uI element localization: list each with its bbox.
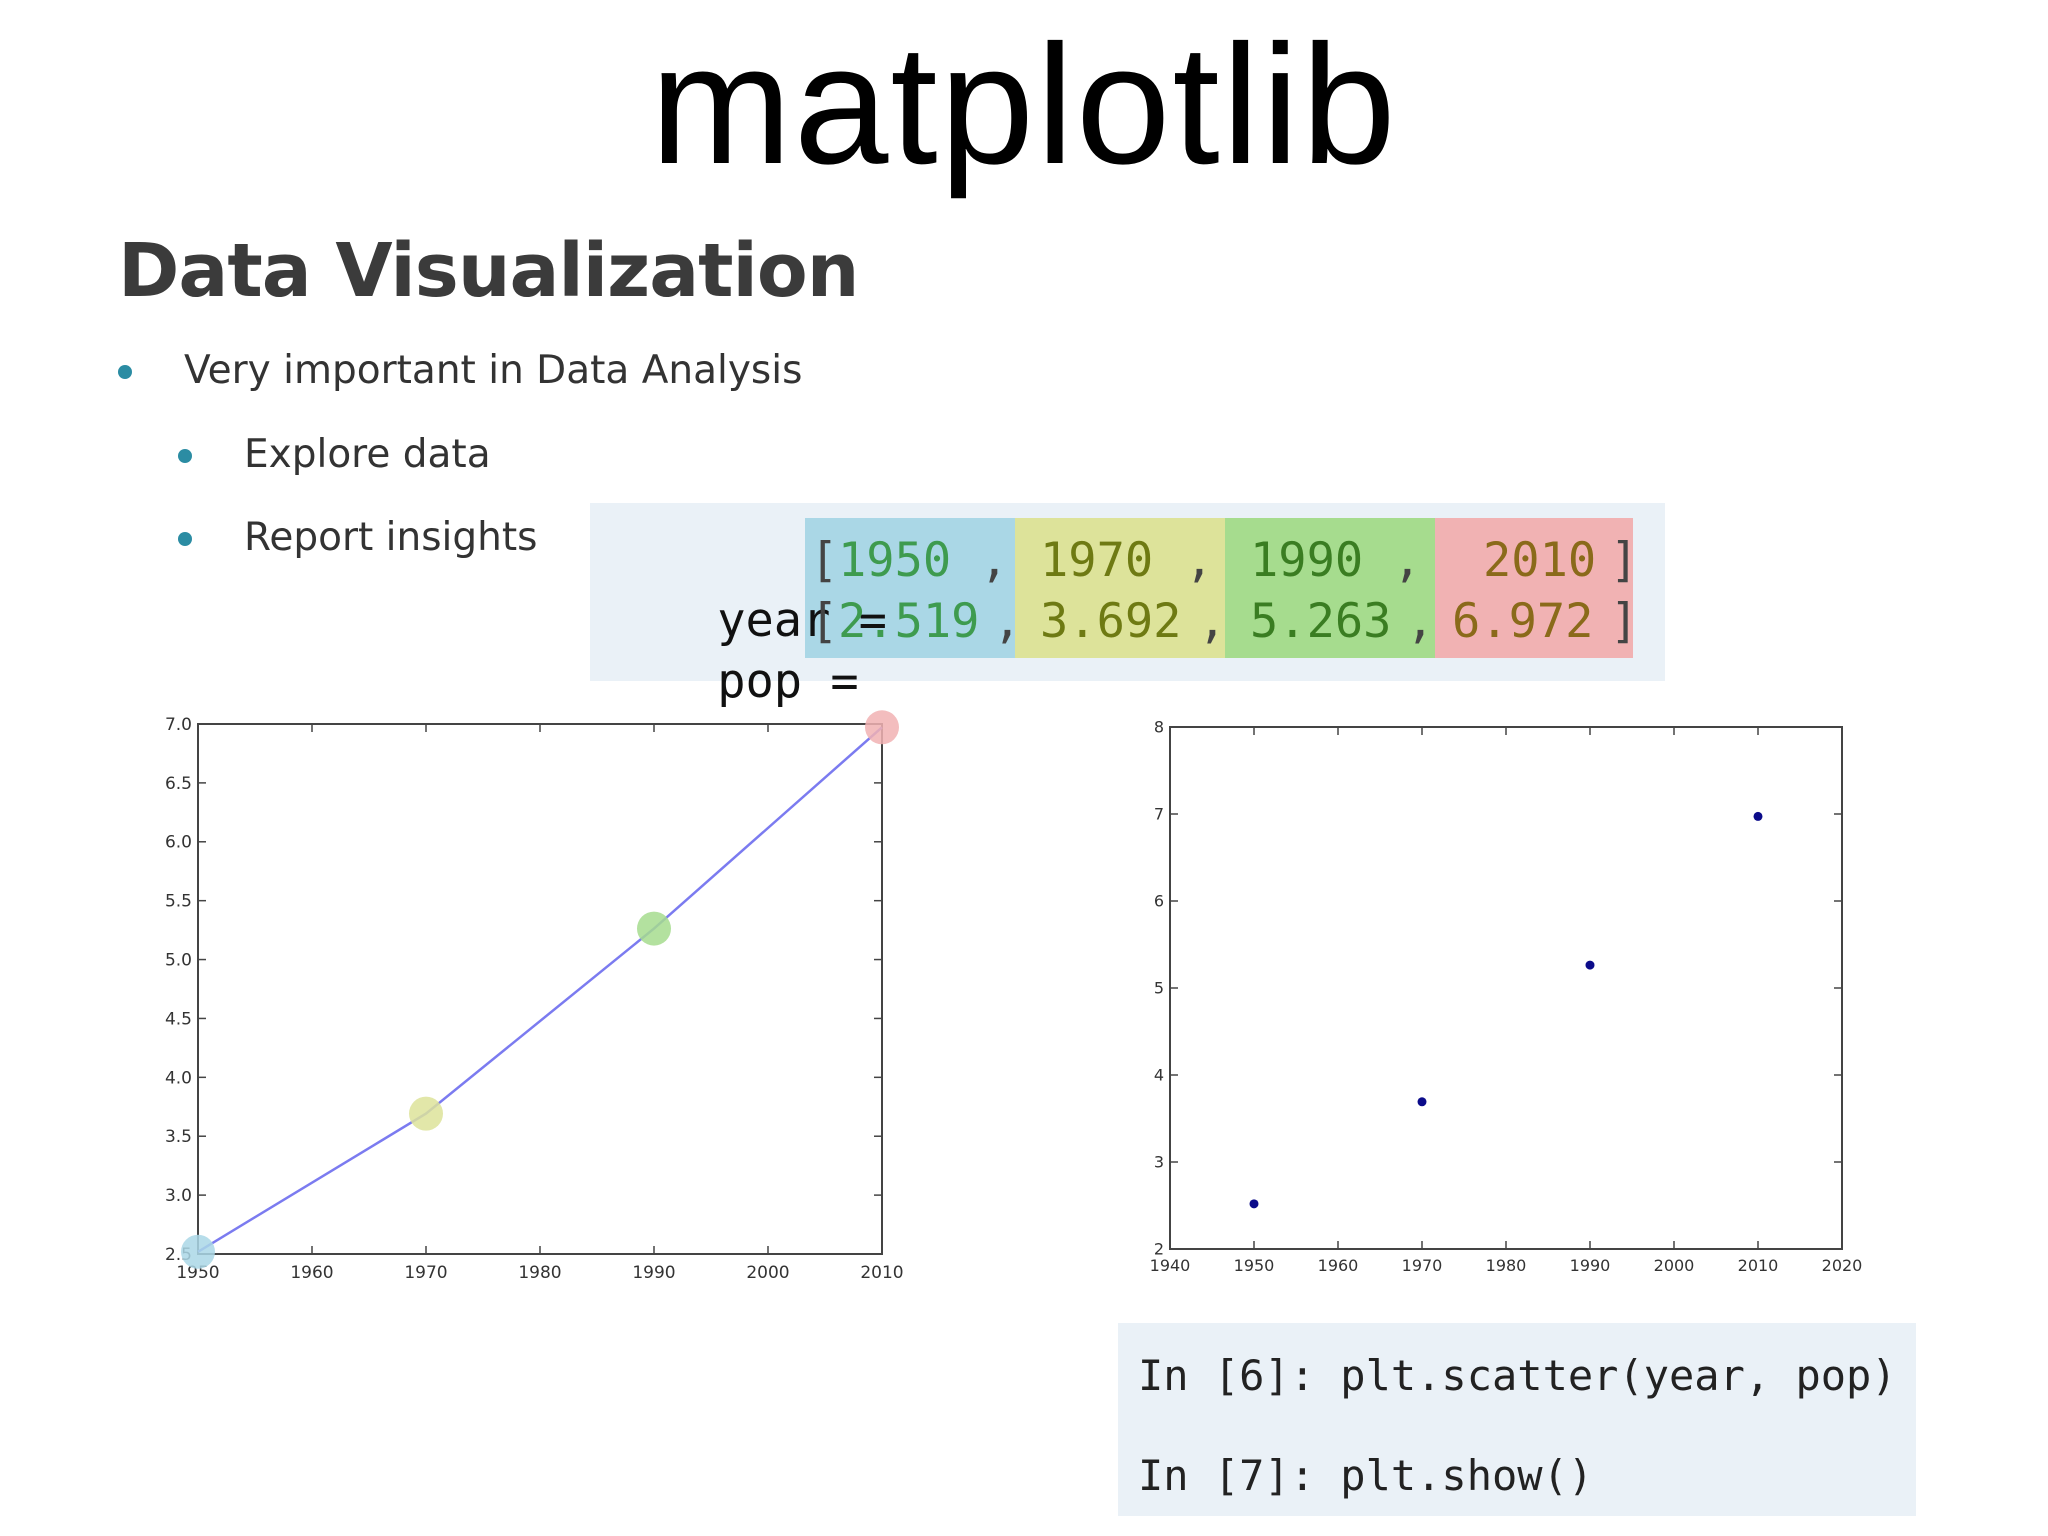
x-tick-label: 1980	[1486, 1256, 1527, 1275]
x-tick-label: 1960	[1318, 1256, 1359, 1275]
y-tick-label: 8	[1154, 718, 1164, 737]
line-plot: 1950 1960 1970 1980 1990 2000 20102.53.03.54.0…	[165, 710, 904, 1283]
code-panel: year = pop = [ 1950 , 1970 , 1990 , 2010…	[590, 503, 1665, 709]
scatter-point	[1249, 1199, 1259, 1209]
highlight-point	[865, 710, 899, 745]
bracket-close: ]	[1610, 594, 1639, 649]
bullet-text: Very important in Data Analysis	[184, 348, 803, 393]
bullet-dot-icon	[118, 365, 132, 379]
bracket-open: [	[810, 594, 839, 649]
plot-frame	[197, 723, 883, 1255]
ipython-line-scatter: In [6]: plt.scatter(year, pop)	[1138, 1351, 1897, 1400]
y-tick-label: 2	[1154, 1240, 1164, 1259]
comma: ,	[1185, 533, 1214, 588]
x-tick-label: 1960	[290, 1263, 333, 1283]
series-line	[197, 726, 883, 1253]
x-tick-label: 1950	[1234, 1256, 1275, 1275]
pop-value: 5.263	[1250, 594, 1392, 649]
code-column-highlight	[1435, 518, 1633, 658]
bracket-open: [	[810, 533, 839, 588]
code-label-pop: pop =	[717, 654, 859, 709]
x-tick-label: 2010	[860, 1263, 903, 1283]
comma: ,	[1198, 594, 1227, 649]
y-tick-label: 5.5	[165, 892, 192, 912]
highlight-point	[181, 1234, 215, 1269]
pop-value: 6.972	[1452, 594, 1594, 649]
scatter-plot: 1940 1950 1960 1970 1980 1990 2000 2010 2020 2 3 4 5…	[1150, 718, 1863, 1275]
year-value: 1970	[1040, 533, 1154, 588]
pop-value: 2.519	[838, 594, 980, 649]
x-tick-label: 1970	[404, 1263, 447, 1283]
y-tick-label: 4.5	[165, 1009, 192, 1029]
bullet-text: Explore data	[244, 432, 491, 477]
code-column-highlight	[1225, 518, 1435, 658]
ipython-line-show: In [7]: plt.show()	[1138, 1451, 1594, 1500]
y-tick-label: 6.5	[165, 774, 192, 794]
scatter-point	[1753, 811, 1763, 821]
slide-title: matplotlib	[650, 10, 1398, 200]
bullet-text: Report insights	[244, 515, 538, 560]
ipython-panel: In [6]: plt.scatter(year, pop) In [7]: p…	[1118, 1323, 1916, 1516]
comma: ,	[993, 594, 1022, 649]
section-heading: Data Visualization	[118, 228, 859, 314]
y-tick-label: 4	[1154, 1066, 1164, 1085]
bracket-close: ]	[1610, 533, 1639, 588]
y-tick-label: 4.0	[165, 1068, 192, 1088]
sub-bullet-item: Explore data	[178, 432, 491, 477]
year-value: 1950	[838, 533, 952, 588]
y-tick-label: 6	[1154, 892, 1164, 911]
x-tick-label: 1970	[1402, 1256, 1443, 1275]
year-value: 2010	[1483, 533, 1597, 588]
bullet-dot-icon	[178, 449, 192, 463]
code-column-highlight	[1015, 518, 1225, 658]
comma: ,	[1406, 594, 1435, 649]
highlight-point	[637, 911, 671, 946]
year-value: 1990	[1250, 533, 1364, 588]
sub-bullet-item: Report insights	[178, 515, 537, 560]
x-tick-label: 1980	[518, 1263, 561, 1283]
y-tick-label: 5.0	[165, 951, 192, 971]
plot-frame	[1169, 726, 1843, 1250]
y-tick-label: 6.0	[165, 833, 192, 853]
x-tick-label: 1950	[176, 1263, 219, 1283]
comma: ,	[980, 533, 1009, 588]
x-tick-label: 2010	[1738, 1256, 1779, 1275]
comma: ,	[1393, 533, 1422, 588]
bullet-item: Very important in Data Analysis	[118, 348, 802, 393]
code-label-year: year =	[717, 593, 887, 648]
x-tick-label: 2000	[1654, 1256, 1695, 1275]
x-tick-label: 1940	[1150, 1256, 1191, 1275]
scatter-point	[1585, 960, 1595, 970]
bullet-dot-icon	[178, 532, 192, 546]
scatter-point	[1417, 1097, 1427, 1107]
pop-value: 3.692	[1040, 594, 1182, 649]
y-tick-label: 3.0	[165, 1186, 192, 1206]
x-tick-label: 2000	[746, 1263, 789, 1283]
y-tick-label: 3	[1154, 1153, 1164, 1172]
y-tick-label: 3.5	[165, 1127, 192, 1147]
x-tick-label: 1990	[632, 1263, 675, 1283]
x-tick-label: 2020	[1822, 1256, 1863, 1275]
y-tick-label: 7.0	[165, 715, 192, 735]
y-tick-label: 7	[1154, 805, 1164, 824]
code-column-highlight	[805, 518, 1015, 658]
x-tick-label: 1990	[1570, 1256, 1611, 1275]
highlight-point	[409, 1096, 443, 1131]
y-tick-label: 5	[1154, 979, 1164, 998]
